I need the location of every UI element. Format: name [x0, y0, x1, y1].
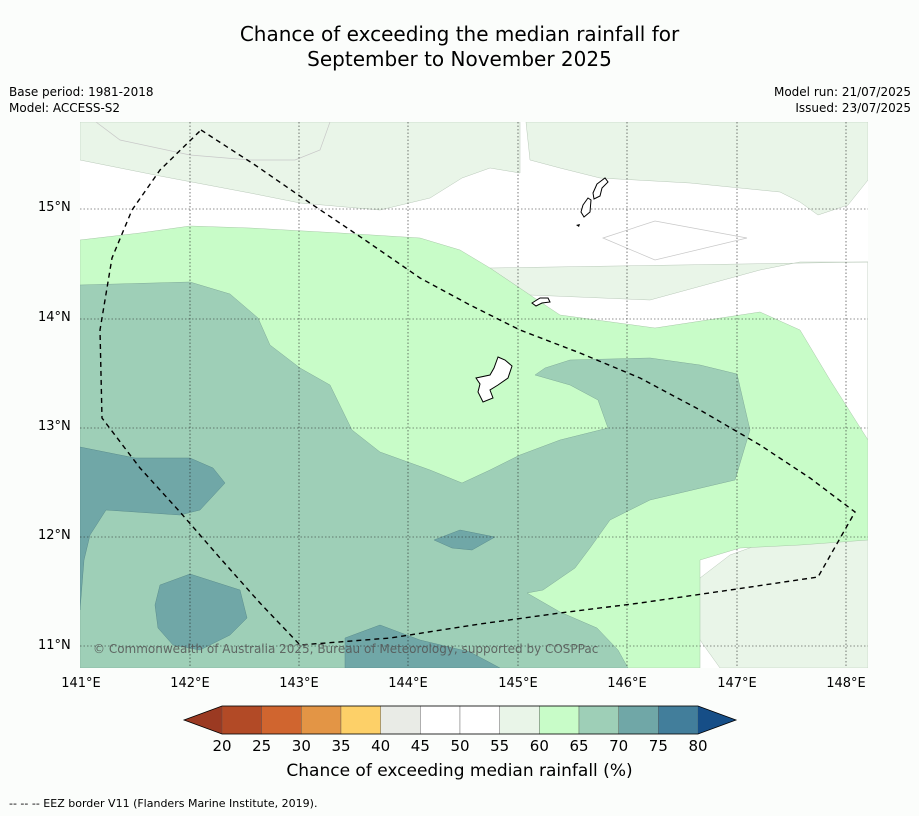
- meta-left: Base period: 1981-2018 Model: ACCESS-S2: [9, 84, 154, 116]
- meta-right: Model run: 21/07/2025 Issued: 23/07/2025: [774, 84, 911, 116]
- island-guam: [475, 356, 513, 403]
- map-plot: [80, 122, 868, 668]
- contour-line: [95, 122, 331, 161]
- colorbar-cell: [301, 705, 342, 735]
- model-name: Model: ACCESS-S2: [9, 101, 121, 115]
- base-period: Base period: 1981-2018: [9, 85, 154, 99]
- island-tinian: [580, 197, 592, 218]
- colorbar-cell: [578, 705, 619, 735]
- colorbar-label: Chance of exceeding median rainfall (%): [286, 761, 633, 781]
- title-line-2: September to November 2025: [307, 47, 612, 71]
- lon-label-143e: 143°E: [279, 676, 319, 691]
- contour-70-75: [344, 624, 501, 668]
- lon-label-145e: 145°E: [498, 676, 538, 691]
- colorbar-tick-label: 30: [291, 737, 311, 755]
- colorbar-cell: [380, 705, 421, 735]
- colorbar-tick-label: 20: [212, 737, 232, 755]
- graticule: [80, 122, 868, 668]
- colorbar-tick-label: 70: [609, 737, 629, 755]
- colorbar-cell: [261, 705, 302, 735]
- colorbar-tick-label: 25: [252, 737, 272, 755]
- colorbar-cell: [618, 705, 659, 735]
- lat-label-12n: 12°N: [38, 528, 71, 543]
- colorbar-tick-label: 45: [410, 737, 430, 755]
- lon-label-148e: 148°E: [826, 676, 866, 691]
- map-title: Chance of exceeding the median rainfall …: [0, 22, 919, 72]
- colorbar-high-extend: [698, 706, 736, 734]
- island-aguijan: [576, 224, 580, 227]
- colorbar-cell: [340, 705, 381, 735]
- lat-label-13n: 13°N: [38, 419, 71, 434]
- contour-65-70: [80, 281, 751, 668]
- footer-eez-credit: -- -- -- EEZ border V11 (Flanders Marine…: [9, 797, 318, 810]
- colorbar-cell: [539, 705, 580, 735]
- contour-70-75: [154, 573, 248, 651]
- colorbar-outline: [182, 705, 738, 735]
- colorbar-cell: [459, 705, 500, 735]
- colorbar-tick-label: 40: [371, 737, 391, 755]
- colorbar-tick-label: 55: [490, 737, 510, 755]
- island-rota: [531, 297, 551, 307]
- lat-label-14n: 14°N: [38, 310, 71, 325]
- lon-label-141e: 141°E: [61, 676, 101, 691]
- colorbar-tick-label: 60: [529, 737, 549, 755]
- colorbar: [182, 705, 738, 735]
- lon-label-146e: 146°E: [607, 676, 647, 691]
- colorbar-cell: [499, 705, 540, 735]
- colorbar-tick-label: 65: [569, 737, 589, 755]
- contour-70-75: [433, 529, 496, 551]
- lat-label-15n: 15°N: [38, 200, 71, 215]
- lon-label-142e: 142°E: [170, 676, 210, 691]
- issued-date: Issued: 23/07/2025: [795, 101, 911, 115]
- island-saipan: [592, 177, 609, 200]
- colorbar-cell: [221, 705, 262, 735]
- colorbar-tick-label: 50: [450, 737, 470, 755]
- copyright-notice: © Commonwealth of Australia 2025, Bureau…: [93, 642, 599, 656]
- colorbar-cell: [420, 705, 461, 735]
- colorbar-tick-label: 80: [688, 737, 708, 755]
- colorbar-cell: [658, 705, 699, 735]
- colorbar-tick-label: 75: [648, 737, 668, 755]
- model-run: Model run: 21/07/2025: [773, 85, 911, 99]
- lat-label-11n: 11°N: [38, 638, 71, 653]
- contour-line: [602, 220, 748, 261]
- lon-label-147e: 147°E: [717, 676, 757, 691]
- contour-70-75: [80, 446, 226, 611]
- contour-55-60: [525, 122, 868, 216]
- colorbar-low-extend: [184, 706, 222, 734]
- colorbar-tick-label: 35: [331, 737, 351, 755]
- lon-label-144e: 144°E: [388, 676, 428, 691]
- title-line-1: Chance of exceeding the median rainfall …: [239, 22, 680, 46]
